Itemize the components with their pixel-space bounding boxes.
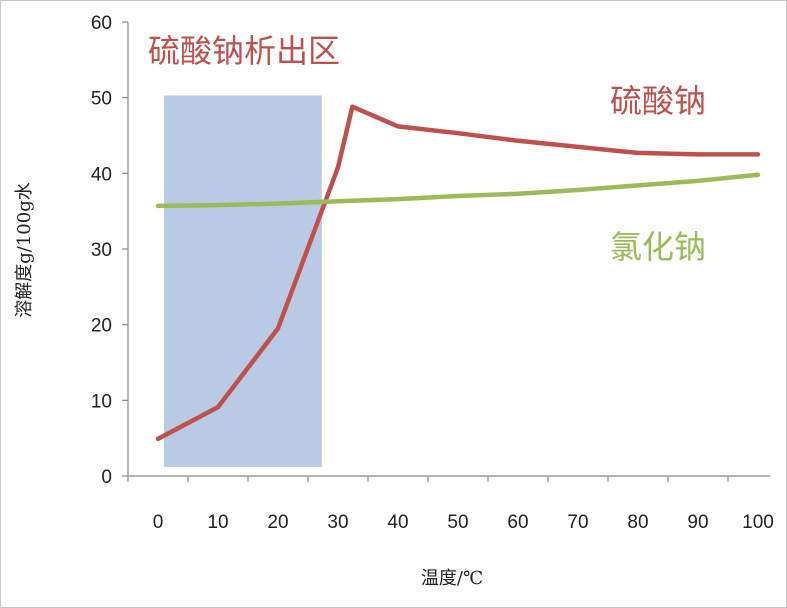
x-axis-title: 温度/℃ [421, 568, 483, 589]
region-label: 硫酸钠析出区 [148, 32, 340, 70]
x-tick-label: 80 [627, 512, 648, 533]
y-tick-label: 10 [91, 391, 112, 412]
sodium-chloride-line [155, 172, 761, 209]
x-tick-label: 30 [327, 512, 348, 533]
y-tick-label: 30 [91, 240, 112, 261]
y-tick-label: 40 [91, 164, 112, 185]
y-axis-title: 溶解度g/100g水 [14, 182, 35, 317]
sodium-sulfate-label: 硫酸钠 [610, 82, 706, 120]
precipitation-region [164, 95, 322, 467]
sodium-sulfate-line [155, 104, 761, 442]
sodium-chloride-label: 氯化钠 [610, 228, 706, 266]
y-tick-label: 60 [91, 13, 112, 34]
axes [122, 21, 770, 482]
series-layer [155, 104, 761, 442]
y-tick-label: 50 [91, 89, 112, 110]
x-tick-label: 40 [387, 512, 408, 533]
x-tick-label: 90 [687, 512, 708, 533]
y-tick-label: 20 [91, 316, 112, 337]
x-tick-label: 10 [207, 512, 228, 533]
x-tick-labels: 0 10 20 30 40 50 60 70 80 90 100 [153, 512, 774, 533]
x-tick-label: 100 [742, 512, 774, 533]
x-tick-label: 50 [447, 512, 468, 533]
x-tick-label: 60 [507, 512, 528, 533]
x-tick-label: 70 [567, 512, 588, 533]
y-tick-label: 0 [101, 467, 112, 488]
x-tick-label: 20 [267, 512, 288, 533]
x-tick-label: 0 [153, 512, 164, 533]
y-tick-labels: 0 10 20 30 40 50 60 [91, 13, 112, 488]
